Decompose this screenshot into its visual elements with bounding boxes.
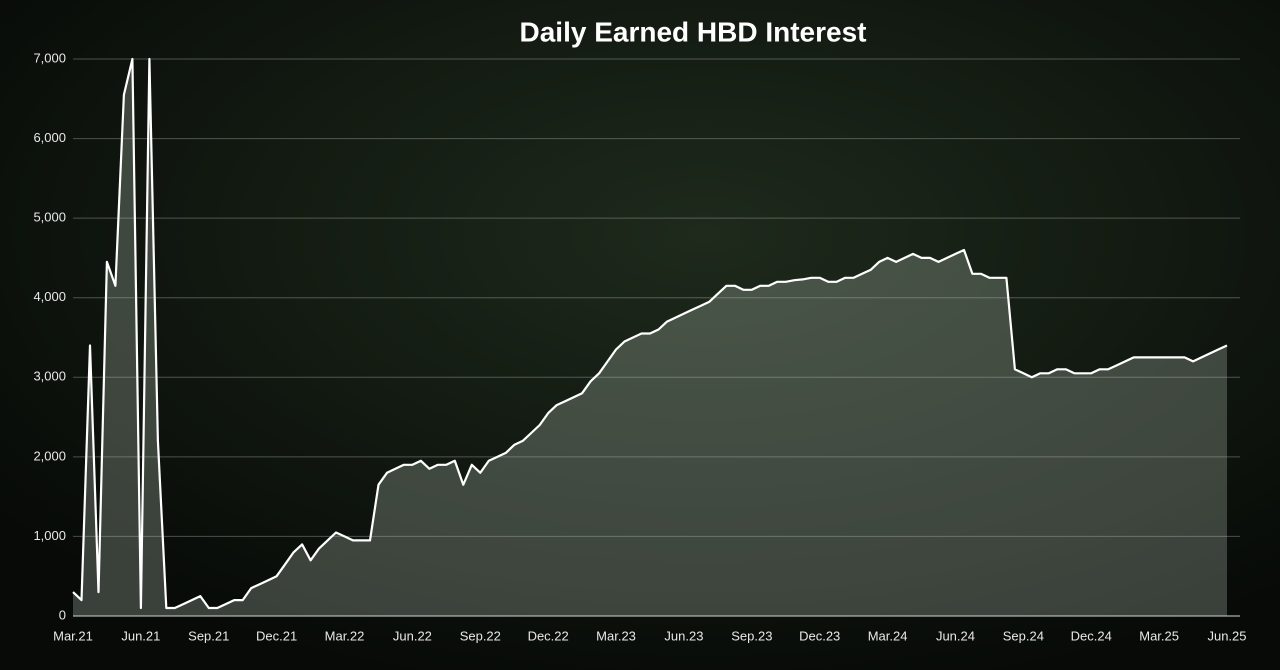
y-tick-label: 0 (59, 607, 66, 622)
x-tick-label: Jun.23 (664, 628, 703, 643)
y-tick-label: 5,000 (33, 210, 66, 225)
x-tick-label: Jun.25 (1207, 628, 1246, 643)
y-tick-label: 4,000 (33, 289, 66, 304)
x-tick-label: Mar.22 (325, 628, 365, 643)
y-tick-label: 6,000 (33, 130, 66, 145)
x-tick-label: Sep.23 (731, 628, 772, 643)
x-tick-label: Jun.22 (393, 628, 432, 643)
area (73, 59, 1227, 616)
x-tick-label: Dec.21 (256, 628, 297, 643)
x-tick-label: Mar.24 (868, 628, 908, 643)
line (72, 57, 1228, 610)
x-tick-label: Dec.24 (1071, 628, 1112, 643)
y-tick-label: 1,000 (33, 528, 66, 543)
x-tick-label: Dec.22 (528, 628, 569, 643)
x-tick-label: Sep.21 (188, 628, 229, 643)
chart-title: Daily Earned HBD Interest (520, 16, 867, 47)
x-tick-label: Jun.24 (936, 628, 975, 643)
x-tick-label: Mar.21 (53, 628, 93, 643)
x-tick-label: Sep.24 (1003, 628, 1044, 643)
x-tick-label: Jun.21 (121, 628, 160, 643)
x-tick-label: Sep.22 (460, 628, 501, 643)
y-tick-label: 2,000 (33, 448, 66, 463)
x-tick-label: Mar.23 (596, 628, 636, 643)
x-tick-label: Dec.23 (799, 628, 840, 643)
x-tick-label: Mar.25 (1139, 628, 1179, 643)
y-tick-label: 7,000 (33, 50, 66, 65)
y-tick-label: 3,000 (33, 369, 66, 384)
